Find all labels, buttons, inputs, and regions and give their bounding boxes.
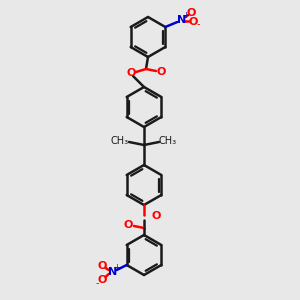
Text: CH₃: CH₃ [159, 136, 177, 146]
Text: N: N [108, 267, 117, 277]
Text: O: O [151, 211, 161, 221]
Text: CH₃: CH₃ [111, 136, 129, 146]
Text: -: - [96, 278, 99, 288]
Text: O: O [156, 67, 166, 77]
Text: O: O [189, 17, 198, 27]
Text: +: + [182, 11, 189, 20]
Text: O: O [187, 8, 196, 18]
Text: +: + [113, 263, 120, 272]
Text: O: O [98, 261, 107, 271]
Text: O: O [126, 68, 136, 78]
Text: O: O [123, 220, 133, 230]
Text: N: N [177, 15, 186, 25]
Text: -: - [196, 19, 200, 29]
Text: O: O [98, 275, 107, 285]
